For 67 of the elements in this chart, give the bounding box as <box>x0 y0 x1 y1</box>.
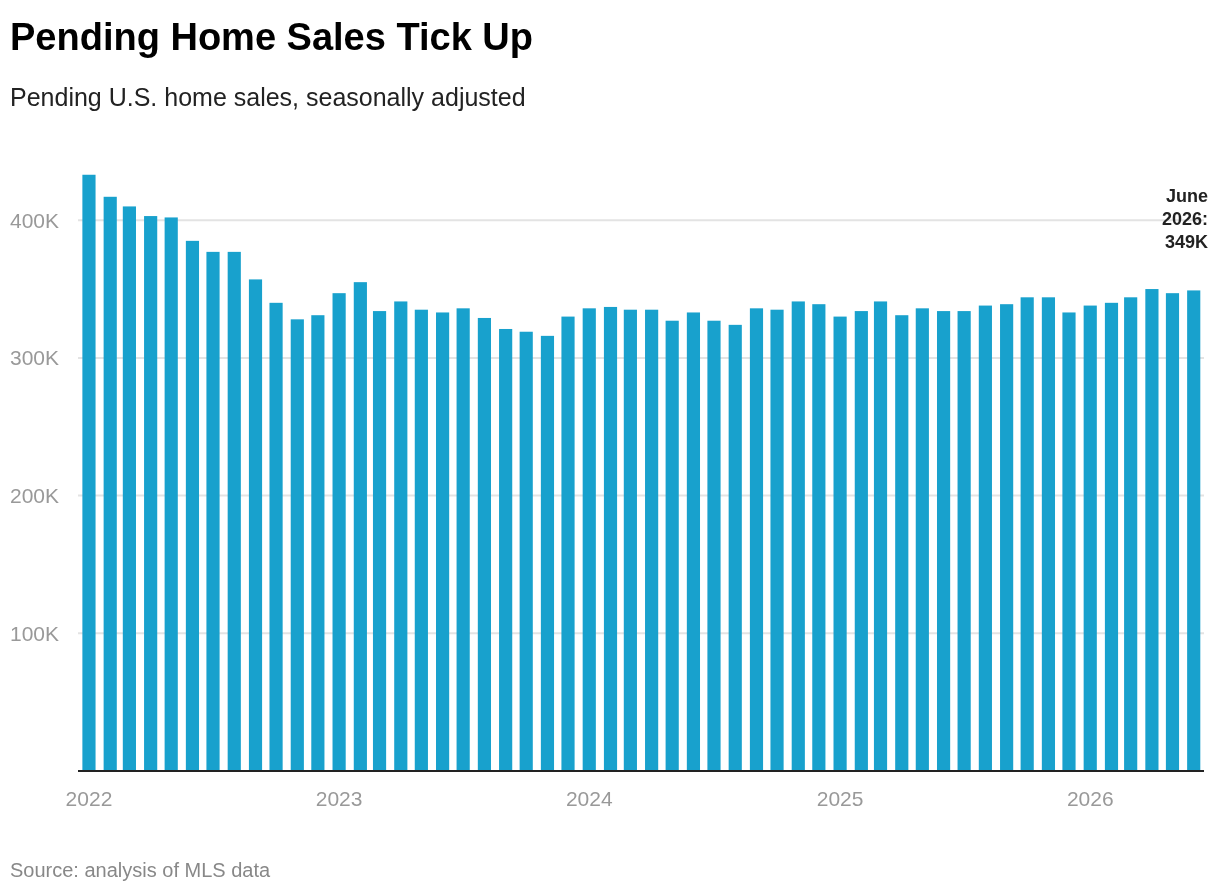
bar <box>1104 302 1119 771</box>
bar <box>770 309 784 771</box>
chart-subtitle: Pending U.S. home sales, seasonally adjusted <box>10 83 526 111</box>
bar <box>833 316 847 771</box>
bar <box>206 251 220 771</box>
bar <box>540 335 555 771</box>
bar <box>1187 290 1201 771</box>
bar <box>895 315 909 771</box>
bar <box>82 174 96 771</box>
annotation: June 2026: 349K <box>1161 186 1208 253</box>
bar <box>269 302 283 771</box>
y-tick-label: 400K <box>10 208 60 232</box>
bar <box>791 301 805 771</box>
bar <box>332 293 346 771</box>
bar <box>728 324 742 771</box>
bar <box>144 216 158 771</box>
bar <box>436 312 450 771</box>
bar <box>227 251 241 771</box>
bar <box>603 306 618 771</box>
bar <box>1124 297 1138 771</box>
bar <box>854 311 868 771</box>
source-note: Source: analysis of MLS data <box>10 859 272 881</box>
bar <box>686 312 701 771</box>
y-tick-label: 200K <box>10 483 60 507</box>
x-tick-label: 2026 <box>1066 787 1114 810</box>
x-tick-label: 2022 <box>65 787 113 810</box>
bar <box>456 308 470 771</box>
bar <box>936 311 951 771</box>
bar <box>915 308 929 771</box>
bar <box>1041 297 1056 771</box>
bar <box>103 196 117 771</box>
bar <box>707 320 721 771</box>
y-tick-label: 300K <box>10 346 60 370</box>
bar <box>311 315 325 771</box>
bar <box>978 305 992 771</box>
bar <box>353 282 367 771</box>
bar <box>290 319 304 771</box>
bar <box>749 308 764 771</box>
bar <box>561 316 575 771</box>
bar <box>519 331 533 771</box>
bar <box>873 301 888 771</box>
bar <box>185 240 200 771</box>
bar <box>645 309 659 771</box>
bar <box>957 311 971 771</box>
bar <box>372 311 387 771</box>
bar <box>122 206 136 771</box>
bar <box>812 304 826 771</box>
bar <box>1165 293 1180 771</box>
bar <box>394 301 408 771</box>
bar <box>1145 289 1159 771</box>
bar <box>1000 304 1014 771</box>
bar <box>623 309 637 771</box>
bar <box>1083 305 1097 771</box>
x-tick-label: 2025 <box>816 787 864 810</box>
y-tick-label: 100K <box>10 621 60 645</box>
bar <box>582 308 596 771</box>
bar <box>414 309 428 771</box>
bar <box>248 279 263 771</box>
chart-title: Pending Home Sales Tick Up <box>10 16 534 58</box>
bar <box>499 328 513 771</box>
bar <box>477 317 491 771</box>
x-tick-label: 2023 <box>315 787 363 810</box>
bar <box>1062 312 1076 771</box>
bar <box>665 320 679 771</box>
bar <box>1020 297 1034 771</box>
x-tick-label: 2024 <box>565 787 613 810</box>
bar <box>164 217 178 771</box>
